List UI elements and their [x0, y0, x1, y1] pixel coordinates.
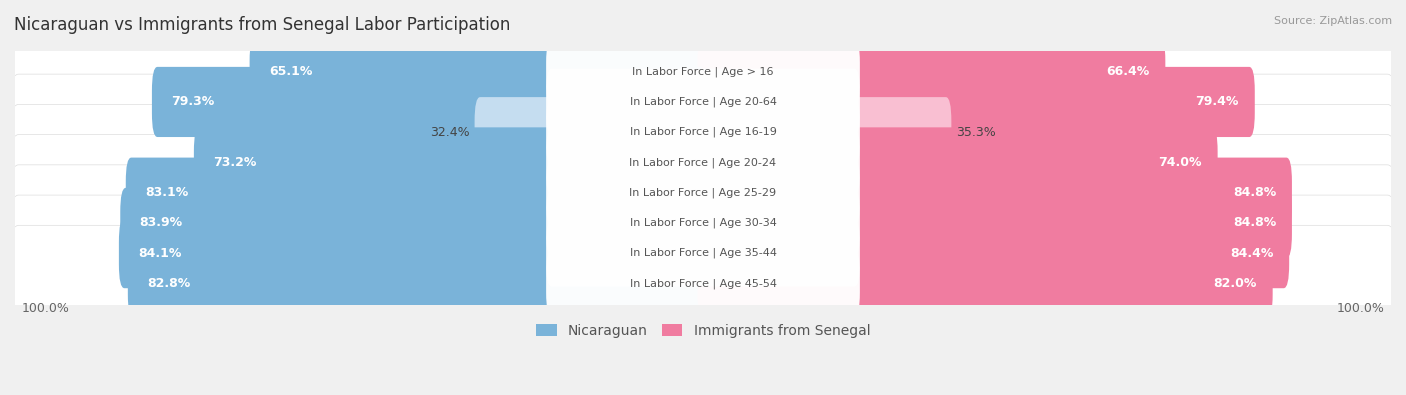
- Text: In Labor Force | Age 30-34: In Labor Force | Age 30-34: [630, 218, 776, 228]
- Text: In Labor Force | Age 45-54: In Labor Force | Age 45-54: [630, 278, 776, 289]
- FancyBboxPatch shape: [697, 158, 1292, 228]
- FancyBboxPatch shape: [8, 135, 1398, 251]
- FancyBboxPatch shape: [194, 127, 709, 198]
- Text: 82.8%: 82.8%: [148, 277, 190, 290]
- FancyBboxPatch shape: [697, 67, 1254, 137]
- Legend: Nicaraguan, Immigrants from Senegal: Nicaraguan, Immigrants from Senegal: [530, 318, 876, 343]
- Text: In Labor Force | Age > 16: In Labor Force | Age > 16: [633, 66, 773, 77]
- FancyBboxPatch shape: [546, 129, 860, 196]
- FancyBboxPatch shape: [697, 218, 1289, 288]
- Text: 84.8%: 84.8%: [1233, 186, 1277, 199]
- FancyBboxPatch shape: [250, 37, 709, 107]
- FancyBboxPatch shape: [125, 158, 709, 228]
- Text: 100.0%: 100.0%: [22, 301, 70, 314]
- Text: 84.4%: 84.4%: [1230, 246, 1274, 260]
- Text: 66.4%: 66.4%: [1107, 65, 1150, 78]
- FancyBboxPatch shape: [475, 97, 709, 167]
- Text: 84.8%: 84.8%: [1233, 216, 1277, 229]
- Text: In Labor Force | Age 25-29: In Labor Force | Age 25-29: [630, 187, 776, 198]
- FancyBboxPatch shape: [546, 190, 860, 256]
- Text: Source: ZipAtlas.com: Source: ZipAtlas.com: [1274, 16, 1392, 26]
- FancyBboxPatch shape: [546, 160, 860, 226]
- Text: In Labor Force | Age 20-64: In Labor Force | Age 20-64: [630, 97, 776, 107]
- Text: Nicaraguan vs Immigrants from Senegal Labor Participation: Nicaraguan vs Immigrants from Senegal La…: [14, 16, 510, 34]
- FancyBboxPatch shape: [8, 14, 1398, 130]
- FancyBboxPatch shape: [546, 69, 860, 135]
- FancyBboxPatch shape: [546, 220, 860, 286]
- FancyBboxPatch shape: [152, 67, 709, 137]
- FancyBboxPatch shape: [128, 248, 709, 318]
- Text: 74.0%: 74.0%: [1159, 156, 1202, 169]
- FancyBboxPatch shape: [8, 195, 1398, 311]
- Text: 79.3%: 79.3%: [172, 96, 215, 109]
- Text: 84.1%: 84.1%: [138, 246, 181, 260]
- FancyBboxPatch shape: [120, 218, 709, 288]
- Text: 35.3%: 35.3%: [956, 126, 995, 139]
- Text: In Labor Force | Age 20-24: In Labor Force | Age 20-24: [630, 157, 776, 168]
- Text: 65.1%: 65.1%: [269, 65, 312, 78]
- FancyBboxPatch shape: [697, 37, 1166, 107]
- FancyBboxPatch shape: [546, 250, 860, 317]
- FancyBboxPatch shape: [8, 165, 1398, 281]
- FancyBboxPatch shape: [546, 38, 860, 105]
- Text: In Labor Force | Age 35-44: In Labor Force | Age 35-44: [630, 248, 776, 258]
- Text: 32.4%: 32.4%: [430, 126, 470, 139]
- FancyBboxPatch shape: [8, 74, 1398, 190]
- FancyBboxPatch shape: [8, 104, 1398, 220]
- Text: 100.0%: 100.0%: [1336, 301, 1384, 314]
- Text: 83.9%: 83.9%: [139, 216, 183, 229]
- Text: In Labor Force | Age 16-19: In Labor Force | Age 16-19: [630, 127, 776, 137]
- Text: 79.4%: 79.4%: [1195, 96, 1239, 109]
- FancyBboxPatch shape: [546, 99, 860, 166]
- Text: 73.2%: 73.2%: [214, 156, 256, 169]
- FancyBboxPatch shape: [8, 225, 1398, 341]
- FancyBboxPatch shape: [697, 188, 1292, 258]
- FancyBboxPatch shape: [697, 248, 1272, 318]
- FancyBboxPatch shape: [121, 188, 709, 258]
- FancyBboxPatch shape: [8, 44, 1398, 160]
- Text: 82.0%: 82.0%: [1213, 277, 1257, 290]
- FancyBboxPatch shape: [697, 97, 952, 167]
- Text: 83.1%: 83.1%: [145, 186, 188, 199]
- FancyBboxPatch shape: [697, 127, 1218, 198]
